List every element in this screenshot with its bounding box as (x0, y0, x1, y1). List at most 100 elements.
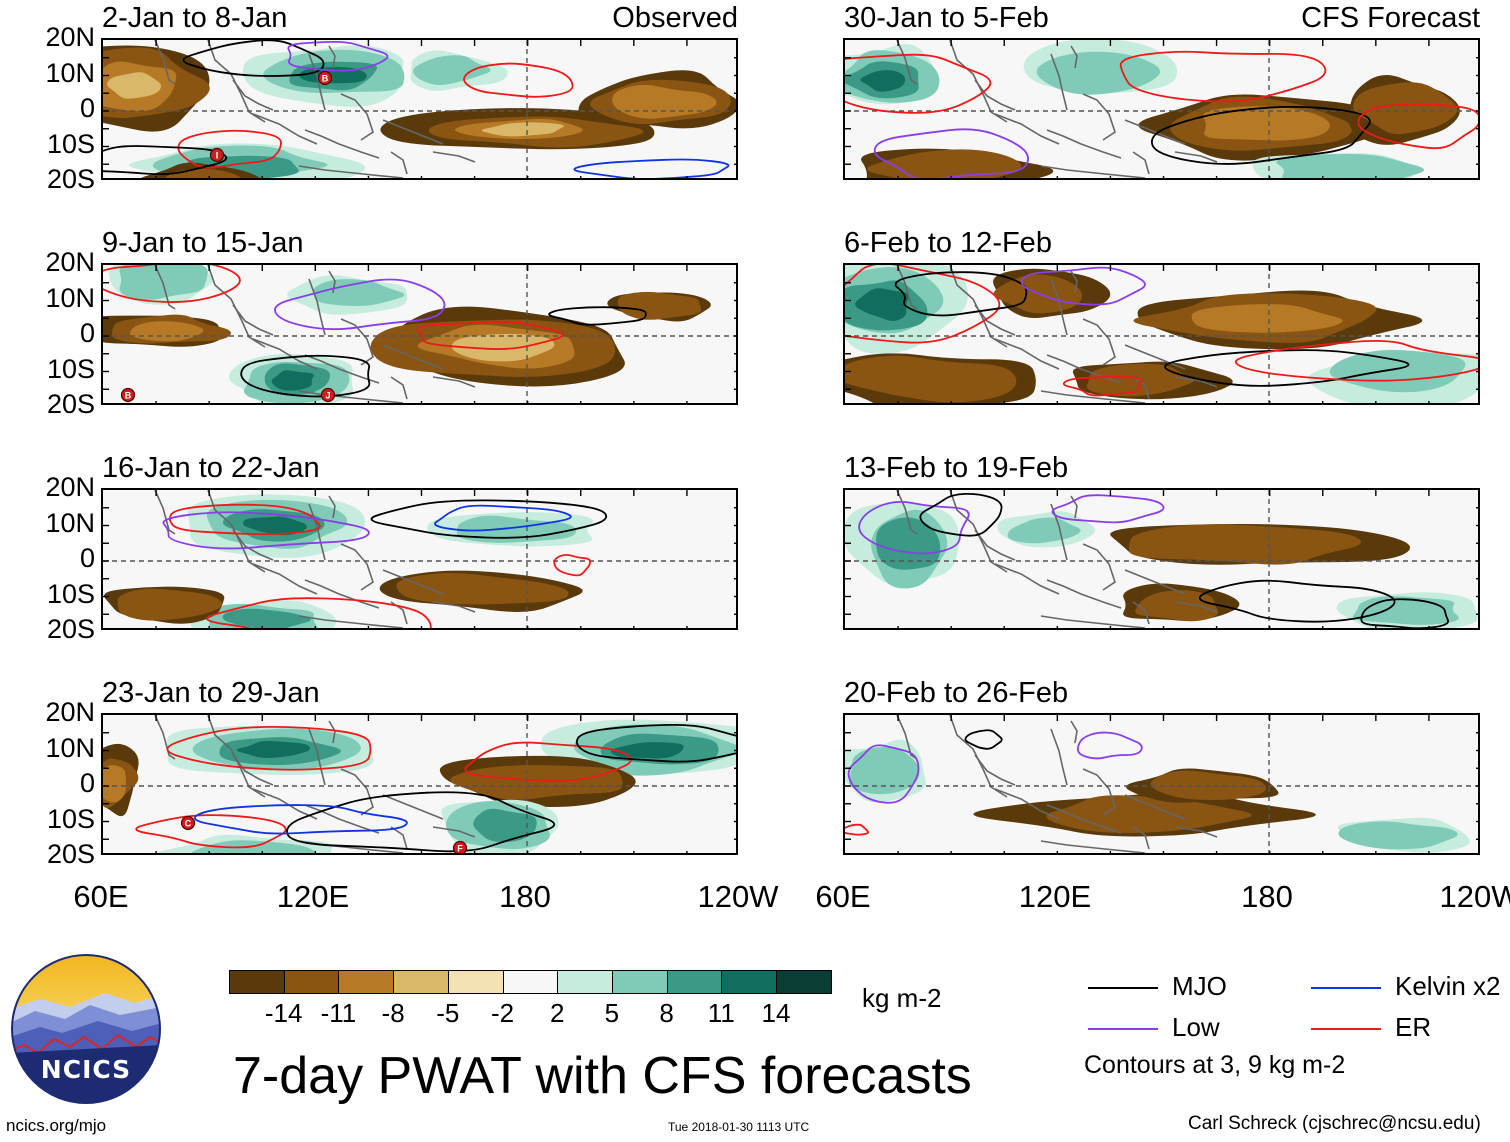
lat-label: 10N (45, 507, 95, 538)
colorbar-swatch (776, 970, 833, 994)
low-contour (287, 40, 389, 72)
lon-label: 60E (73, 879, 129, 914)
pwat-map (845, 265, 1478, 403)
pwat-map: BI (103, 40, 736, 178)
colorbar-swatch (611, 970, 669, 994)
map-frame (101, 488, 738, 630)
colorbar-tick-label: 11 (707, 998, 735, 1028)
mjo-contour (103, 145, 228, 176)
er-contour (845, 823, 869, 836)
colorbar-swatch (666, 970, 723, 994)
lon-label: 120W (1439, 879, 1510, 914)
storm-marker: I (209, 147, 225, 163)
panel-title: 23-Jan to 29-Jan (102, 677, 320, 709)
mjo-contour (1164, 349, 1410, 387)
er-contour (845, 265, 1001, 344)
colorbar-tick-label: 8 (659, 998, 674, 1028)
colorbar-swatch (721, 970, 778, 994)
colorbar-swatch (283, 970, 340, 994)
legend-low-line (1088, 1028, 1158, 1030)
lat-label: 20S (46, 389, 95, 419)
legend-er-line (1311, 1028, 1381, 1030)
lat-label: 20S (46, 614, 95, 644)
low-contour (274, 278, 446, 331)
logo-text: NCICS (40, 1055, 132, 1084)
ncics-logo-graphic (11, 954, 161, 1104)
low-contour (162, 511, 370, 550)
panel-title: 6-Feb to 12-Feb (844, 227, 1052, 259)
panel-title: 16-Jan to 22-Jan (102, 452, 320, 484)
legend-mjo-label: MJO (1172, 971, 1227, 1001)
cfs-forecast-label: CFS Forecast (1301, 2, 1480, 34)
lat-label: 10S (46, 128, 95, 159)
pwat-map (845, 490, 1478, 628)
lat-label: 10N (45, 282, 95, 313)
mjo-contour (240, 354, 371, 398)
storm-marker: F (452, 840, 468, 853)
er-contour (166, 725, 372, 771)
pwat-map (845, 40, 1478, 178)
legend-kelvin-label: Kelvin x2 (1395, 971, 1501, 1001)
er-contour (135, 814, 287, 849)
kelvin-contour (434, 504, 572, 532)
mjo-contour (919, 492, 1003, 537)
low-contour (858, 500, 970, 555)
lat-label: 20N (45, 472, 95, 502)
lat-label: 0 (79, 93, 95, 123)
map-frame (843, 38, 1480, 180)
lat-label: 20N (45, 697, 95, 727)
main-title: 7-day PWAT with CFS forecasts (233, 1047, 972, 1105)
colorbar-tick-label: -2 (490, 998, 515, 1028)
lat-label: 10N (45, 732, 95, 763)
colorbar-swatch (393, 970, 450, 994)
er-contour (1119, 50, 1327, 103)
lat-label: 20S (46, 164, 95, 194)
colorbar-tick-label: -11 (320, 998, 357, 1028)
lon-label: 180 (1241, 879, 1293, 914)
panel-title: 20-Feb to 26-Feb (844, 677, 1069, 709)
colorbar-swatch (229, 970, 286, 994)
low-contour (1020, 266, 1146, 306)
er-contour (464, 741, 632, 782)
colorbar-tick-label: -8 (381, 998, 405, 1028)
er-contour (103, 265, 241, 303)
contours-note: Contours at 3, 9 kg m-2 (1084, 1051, 1346, 1079)
low-contour (1051, 494, 1165, 524)
colorbar-swatch (338, 970, 395, 994)
er-contour (416, 320, 564, 350)
storm-marker-label: B (322, 74, 329, 84)
low-contour (873, 128, 1029, 178)
lat-label: 10S (46, 803, 95, 834)
panel-title: 13-Feb to 19-Feb (844, 452, 1069, 484)
footer-author: Carl Schreck (cjschrec@ncsu.edu) (1188, 1113, 1481, 1134)
observed-label: Observed (612, 2, 738, 34)
mjo-contour (286, 791, 556, 853)
map-frame (843, 263, 1480, 405)
lat-label: 20S (46, 839, 95, 869)
storm-marker-label: C (185, 819, 192, 829)
lat-label: 20N (45, 22, 95, 52)
storm-marker: B (317, 70, 333, 86)
panel-title: 30-Jan to 5-Feb (844, 2, 1049, 34)
colorbar-tick-label: 2 (549, 998, 565, 1028)
er-contour (1062, 375, 1142, 397)
legend-low-label: Low (1172, 1012, 1220, 1042)
lon-label: 120W (697, 879, 779, 914)
legend-kelvin-line (1311, 987, 1381, 989)
ncics-logo: NCICS (10, 953, 162, 1105)
lon-label: 120E (276, 879, 350, 914)
colorbar-tick-label: 5 (604, 998, 620, 1028)
er-contour (1234, 339, 1478, 382)
mjo-contour (575, 723, 736, 763)
er-contour (553, 553, 592, 577)
lat-label: 10S (46, 578, 95, 609)
lat-label: 20N (45, 247, 95, 277)
lon-label: 180 (499, 879, 551, 914)
er-contour (463, 62, 574, 98)
mjo-contour (182, 40, 325, 77)
storm-marker: C (180, 815, 196, 831)
low-contour (847, 744, 920, 804)
